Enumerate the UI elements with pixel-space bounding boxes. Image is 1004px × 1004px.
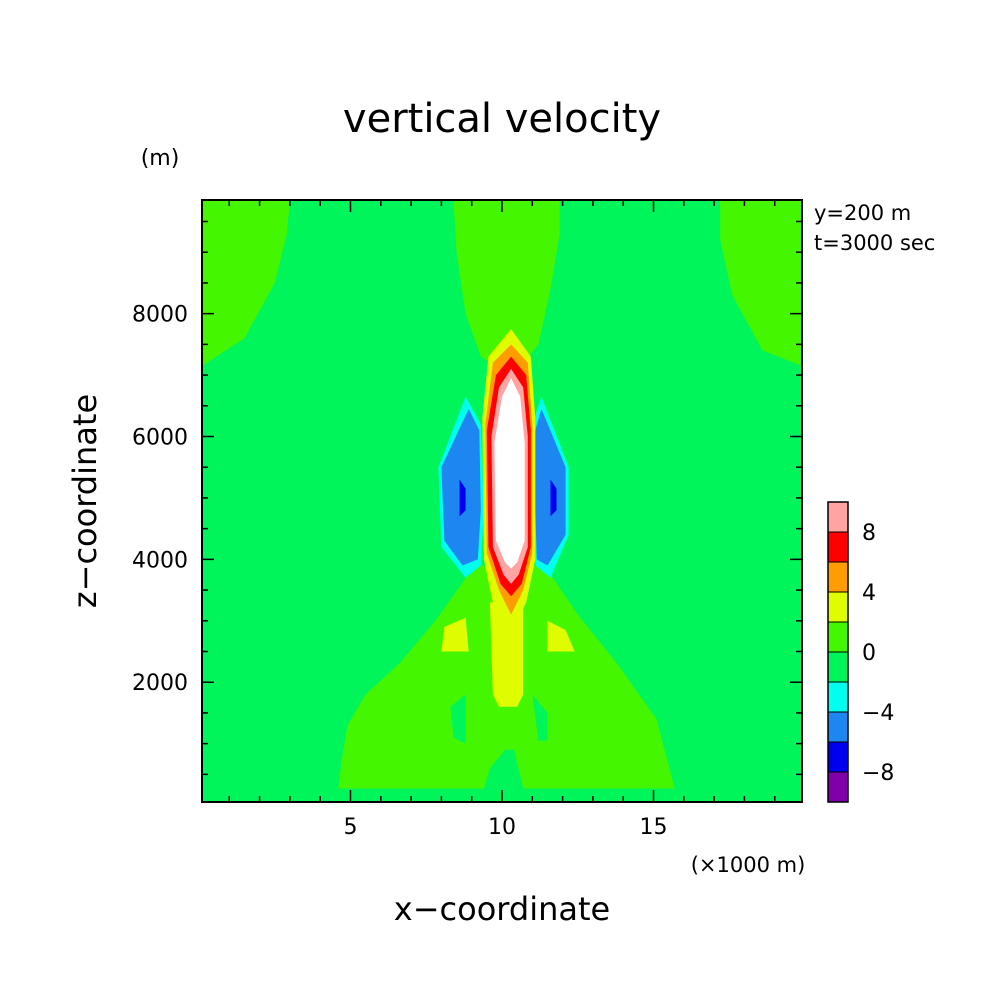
contour-regions <box>202 200 802 789</box>
region-updraft-core-max <box>494 378 525 569</box>
x-tick-label: 5 <box>343 815 357 840</box>
region-right-flank-strong <box>550 479 557 517</box>
colorbar-swatch <box>827 561 849 593</box>
region-left-mid-negative <box>450 694 466 744</box>
x-tick-label: 15 <box>640 815 668 840</box>
region-left-flank-strong <box>459 479 466 517</box>
x-unit-label: (×1000 m) <box>691 853 806 877</box>
colorbar-tick-label: −4 <box>862 701 894 726</box>
region-stem-positive <box>489 602 524 707</box>
plot-area: 5 10 15 2000 4000 6000 8000 <box>132 199 803 840</box>
colorbar-tick-label: −8 <box>862 761 894 786</box>
colorbar-tick-label: 0 <box>862 641 876 666</box>
x-tick-label: 10 <box>488 815 516 840</box>
chart-title: vertical velocity <box>343 96 661 142</box>
colorbar-tick-label: 4 <box>862 581 876 606</box>
colorbar-tick-label: 8 <box>862 521 876 546</box>
annotation-t: t=3000 sec <box>814 231 935 255</box>
colorbar-swatch <box>827 741 849 773</box>
region-right-mid-negative <box>532 694 548 741</box>
x-ticks: 5 10 15 <box>228 200 776 840</box>
colorbar-swatch <box>827 501 849 533</box>
y-tick-label: 8000 <box>132 303 188 328</box>
colorbar-swatch <box>827 771 849 803</box>
y-axis-label: z−coordinate <box>66 394 104 608</box>
annotation-y: y=200 m <box>814 201 911 225</box>
x-axis-label: x−coordinate <box>394 890 610 928</box>
y-unit-label: (m) <box>141 146 180 171</box>
colorbar-swatch <box>827 651 849 683</box>
colorbar-swatch <box>827 591 849 623</box>
region-top-right-positive <box>720 200 802 366</box>
colorbar: −8 −4 0 4 8 <box>827 501 894 803</box>
region-left-lobe-positive <box>441 617 469 652</box>
colorbar-frame <box>827 501 849 803</box>
region-top-left-positive <box>202 200 290 366</box>
region-right-lobe-positive <box>547 620 575 652</box>
region-top-center-positive <box>453 200 560 376</box>
region-right-flank-moderate <box>535 408 566 566</box>
y-tick-label: 4000 <box>132 548 188 573</box>
y-tick-label: 2000 <box>132 671 188 696</box>
colorbar-swatch <box>827 621 849 653</box>
y-tick-label: 6000 <box>132 426 188 451</box>
colorbar-swatch <box>827 681 849 713</box>
region-bottom-center-negative <box>483 749 524 789</box>
y-ticks: 2000 4000 6000 8000 <box>132 220 802 776</box>
colorbar-swatch <box>827 711 849 743</box>
colorbar-swatch <box>827 531 849 563</box>
